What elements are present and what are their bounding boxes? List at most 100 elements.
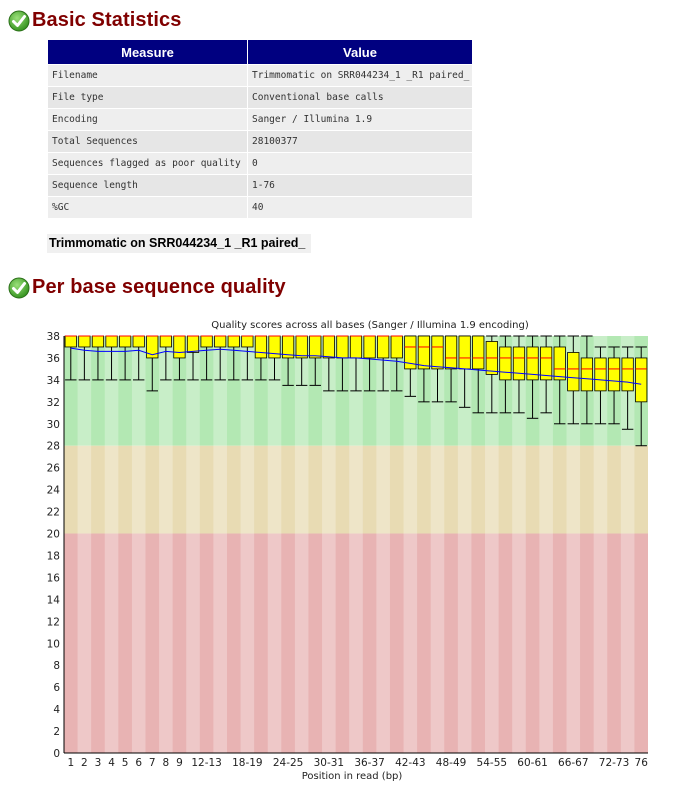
column-stripe [186, 336, 200, 753]
x-tick-label: 9 [176, 757, 183, 769]
quartile-box [417, 335, 431, 370]
quartile-box [336, 335, 349, 359]
y-tick-label: 8 [53, 660, 60, 672]
x-tick-label: 2 [81, 757, 88, 769]
x-tick-label: 12-13 [191, 757, 222, 769]
quartile-box [173, 335, 186, 359]
x-tick-label: 48-49 [436, 757, 467, 769]
measure-cell: Encoding [47, 108, 248, 131]
column-stripe [131, 336, 146, 753]
table-row: %GC 40 [47, 196, 473, 219]
quartile-box [91, 335, 105, 348]
per-base-quality-header: Per base sequence quality [8, 276, 286, 299]
y-tick-label: 26 [47, 463, 61, 475]
column-stripe [403, 336, 418, 753]
basic-statistics-table: Measure Value Filename Trimmomatic on SRR… [47, 39, 473, 219]
y-tick-label: 12 [47, 616, 60, 628]
column-stripe [104, 336, 119, 753]
quartile-box [458, 335, 471, 370]
quartile-box [132, 335, 145, 348]
quartile-box [119, 335, 132, 348]
column-stripe [77, 336, 92, 753]
x-tick-label: 66-67 [558, 757, 589, 769]
quartile-box [254, 335, 268, 359]
column-stripe [620, 336, 635, 753]
quartile-box [186, 335, 200, 353]
column-stripe [566, 336, 581, 753]
measure-cell: Filename [47, 64, 248, 87]
quartile-box [64, 335, 77, 348]
value-cell: Conventional base calls [247, 86, 473, 109]
column-stripe [430, 336, 445, 753]
value-cell: Sanger / Illumina 1.9 [247, 108, 473, 131]
x-tick-label: 7 [149, 757, 156, 769]
y-tick-label: 38 [47, 331, 60, 343]
quartile-box [78, 335, 91, 348]
file-caption: Trimmomatic on SRR044234_1 _R1 paired_ [47, 234, 312, 253]
table-row: File type Conventional base calls [47, 86, 473, 109]
table-row: Encoding Sanger / Illumina 1.9 [47, 108, 473, 131]
zone-warning [64, 445, 648, 534]
x-tick-label: 3 [95, 757, 102, 769]
x-tick-label: 30-31 [314, 757, 345, 769]
x-tick-label: 60-61 [517, 757, 548, 769]
quartile-box [268, 335, 281, 359]
quartile-box [349, 335, 363, 359]
column-stripe [213, 336, 227, 753]
quartile-box [444, 335, 458, 370]
quartile-box [309, 335, 322, 359]
quartile-box [635, 357, 648, 403]
quartile-box [159, 335, 172, 348]
y-tick-label: 10 [47, 638, 60, 650]
y-tick-label: 20 [47, 529, 60, 541]
column-stripe [294, 336, 309, 753]
table-header-row: Measure Value [47, 39, 473, 65]
column-stripe [267, 336, 282, 753]
quartile-box [322, 335, 335, 359]
x-tick-label: 54-55 [477, 757, 508, 769]
quartile-box [241, 335, 254, 348]
measure-cell: %GC [47, 196, 248, 219]
column-stripe [539, 336, 553, 753]
y-tick-label: 22 [47, 507, 60, 519]
measure-cell: Total Sequences [47, 130, 248, 153]
x-tick-label: 4 [108, 757, 115, 769]
table-row: Total Sequences 28100377 [47, 130, 473, 153]
per-base-quality-chart: Quality scores across all bases (Sanger … [47, 320, 649, 782]
quartile-box [377, 335, 390, 359]
column-stripe [457, 336, 472, 753]
measure-cell: Sequences flagged as poor quality [47, 152, 248, 175]
x-tick-label: 6 [135, 757, 142, 769]
y-tick-label: 18 [47, 550, 60, 562]
y-tick-label: 30 [47, 419, 60, 431]
quartile-box [526, 346, 539, 381]
quartile-box [621, 357, 634, 392]
x-axis-label: Position in read (bp) [302, 771, 403, 782]
value-cell: 1-76 [247, 174, 473, 197]
y-tick-label: 16 [47, 572, 61, 584]
column-stripe [485, 336, 499, 753]
column-stripe [349, 336, 363, 753]
y-tick-label: 32 [47, 397, 60, 409]
y-tick-label: 14 [47, 594, 61, 606]
quartile-box [594, 357, 607, 392]
quartile-box [105, 335, 118, 348]
value-cell: 40 [247, 196, 473, 219]
quartile-box [214, 335, 227, 348]
value-cell: Trimmomatic on SRR044234_1 _R1 paired_ [247, 64, 473, 87]
pass-check-icon [8, 10, 30, 31]
quartile-box [607, 357, 621, 392]
measure-cell: File type [47, 86, 248, 109]
y-tick-label: 2 [53, 726, 60, 738]
zone-poor [64, 533, 648, 753]
quartile-box [499, 346, 512, 381]
section-title: Per base sequence quality [32, 276, 286, 298]
column-stripe [240, 336, 255, 753]
quartile-box [553, 346, 566, 381]
quartile-box [540, 346, 553, 381]
value-cell: 0 [247, 152, 473, 175]
quartile-box [363, 335, 376, 359]
quartile-box [227, 335, 240, 348]
quartile-box [431, 335, 444, 370]
quartile-box [512, 346, 526, 381]
